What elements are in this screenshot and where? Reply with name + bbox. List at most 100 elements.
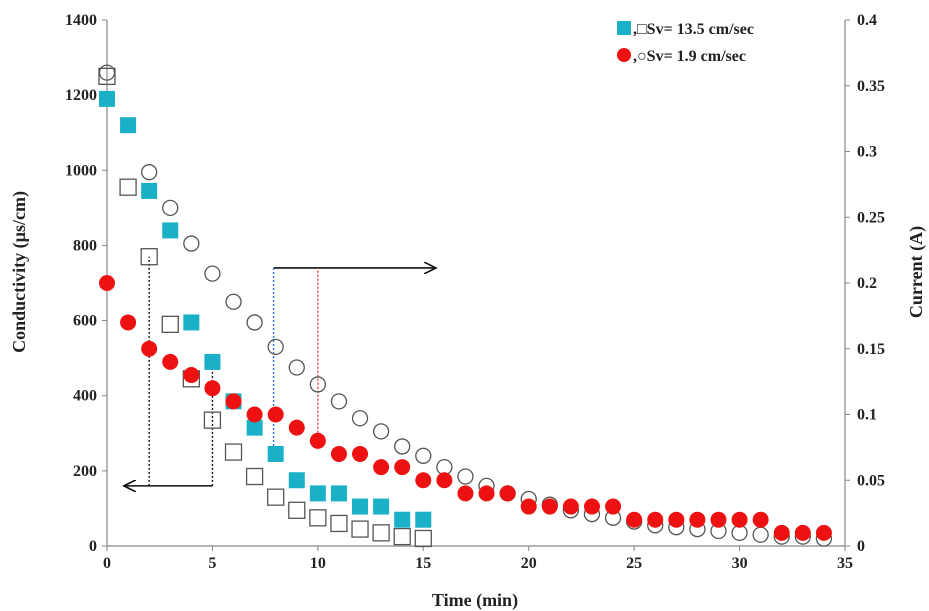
x-axis-title: Time (min) (432, 590, 518, 611)
data-point-circle-filled (815, 524, 832, 541)
data-point-circle-filled (183, 367, 200, 384)
data-point-square-filled (394, 511, 411, 528)
legend: ,□Sv= 13.5 cm/sec ,○Sv= 1.9 cm/sec (617, 21, 754, 65)
y-right-tick-label: 0.1 (857, 407, 877, 424)
data-point-circle-filled (478, 485, 495, 502)
y-left-tick-label: 0 (89, 538, 97, 555)
data-point-square-open (351, 520, 369, 538)
x-tick-label: 30 (732, 555, 748, 572)
y-right-tick-label: 0.05 (857, 472, 885, 489)
data-point-square-open (393, 527, 411, 546)
y-right-tick-label: 0.2 (857, 275, 877, 292)
data-marks (98, 64, 833, 548)
data-point-circle-filled (288, 419, 305, 436)
data-point-square-open (161, 315, 179, 333)
x-tick-label: 10 (310, 555, 326, 572)
data-point-circle-open (267, 338, 284, 356)
data-point-square-open (288, 501, 306, 519)
y-left-tick-label: 1200 (65, 87, 97, 104)
data-point-square-open (267, 488, 285, 506)
y-left-tick-label: 1400 (65, 12, 97, 29)
data-point-square-filled (183, 314, 200, 331)
data-point-circle-open (752, 526, 769, 543)
data-point-square-filled (141, 182, 158, 199)
data-point-square-filled (120, 117, 137, 134)
data-point-square-open (203, 411, 222, 429)
data-point-circle-open (309, 376, 327, 393)
data-point-square-open (245, 467, 264, 486)
x-tick-label: 25 (626, 555, 642, 572)
x-tick-label: 5 (208, 555, 216, 572)
data-point-circle-open (351, 410, 369, 427)
data-point-square-open (309, 509, 327, 527)
y-right-tick-label: 0 (857, 538, 865, 555)
legend-label-2: ,○Sv= 1.9 cm/sec (633, 48, 746, 65)
data-point-square-filled (162, 222, 179, 239)
y-right-tick-label: 0.4 (857, 12, 877, 29)
data-point-circle-open (372, 423, 390, 440)
data-point-circle-filled (499, 485, 516, 502)
data-point-circle-filled (752, 511, 769, 528)
data-point-circle-filled (394, 459, 411, 476)
data-point-square-filled (415, 511, 432, 528)
x-tick-label: 15 (415, 555, 431, 572)
data-point-circle-filled (541, 498, 558, 515)
data-point-circle-filled (99, 275, 115, 291)
data-point-square-filled (204, 353, 221, 370)
annotations (124, 256, 436, 486)
data-point-circle-filled (141, 340, 158, 357)
data-point-circle-filled (162, 353, 179, 370)
data-point-circle-open (204, 265, 221, 282)
data-point-square-open (414, 529, 432, 548)
data-point-circle-filled (710, 511, 727, 528)
data-point-circle-filled (562, 498, 579, 515)
x-tick-label: 0 (103, 555, 111, 572)
data-point-circle-filled (794, 524, 811, 541)
data-point-circle-filled (773, 524, 790, 541)
y-left-tick-label: 400 (73, 388, 97, 405)
data-point-circle-filled (647, 511, 664, 528)
legend-marker-square (617, 21, 631, 35)
data-point-circle-filled (583, 498, 600, 515)
data-point-circle-filled (689, 511, 706, 528)
y-right-tick-label: 0.25 (857, 209, 885, 226)
data-point-circle-open (98, 64, 116, 81)
y-right-tick-label: 0.35 (857, 78, 885, 95)
data-point-circle-filled (309, 432, 326, 449)
data-point-circle-filled (352, 445, 369, 462)
data-point-square-filled (373, 498, 390, 515)
legend-label-1: ,□Sv= 13.5 cm/sec (633, 21, 754, 38)
data-point-circle-filled (120, 314, 137, 331)
data-point-circle-filled (626, 511, 643, 528)
data-point-square-filled (309, 485, 326, 502)
data-point-circle-filled (415, 472, 432, 489)
data-point-circle-filled (457, 485, 474, 502)
data-point-circle-open (183, 235, 200, 252)
data-point-circle-open (246, 314, 263, 331)
data-point-square-filled (246, 419, 263, 436)
data-point-circle-open (141, 164, 158, 181)
data-point-circle-open (457, 468, 474, 485)
data-point-circle-filled (668, 511, 685, 528)
data-point-square-filled (352, 498, 369, 515)
legend-marker-circle (617, 48, 631, 62)
data-point-square-open (372, 524, 390, 542)
data-point-square-open (330, 514, 348, 533)
data-point-square-open (119, 178, 137, 196)
data-point-circle-filled (520, 498, 537, 515)
data-point-circle-open (225, 293, 242, 310)
data-point-circle-open (415, 447, 432, 464)
x-tick-label: 20 (521, 555, 537, 572)
data-point-square-open (98, 67, 116, 86)
data-point-circle-filled (204, 380, 221, 397)
y-axis-right-title: Current (A) (906, 226, 927, 318)
data-point-circle-filled (246, 406, 263, 423)
data-point-circle-filled (267, 406, 284, 423)
y-left-tick-label: 600 (73, 313, 97, 330)
data-point-square-open (224, 443, 243, 461)
data-point-circle-filled (731, 511, 748, 528)
x-tick-label: 35 (837, 555, 853, 572)
data-point-circle-filled (436, 472, 453, 489)
data-point-square-filled (99, 90, 115, 107)
